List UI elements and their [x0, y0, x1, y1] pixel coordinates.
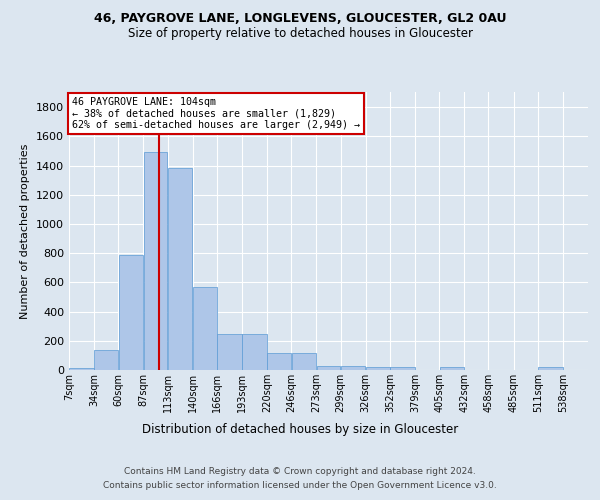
Bar: [268, 353, 291, 370]
Bar: [217, 334, 242, 370]
Bar: [168, 168, 193, 370]
Text: Size of property relative to detached houses in Gloucester: Size of property relative to detached ho…: [128, 28, 473, 40]
Text: Distribution of detached houses by size in Gloucester: Distribution of detached houses by size …: [142, 422, 458, 436]
Bar: [119, 254, 143, 370]
Text: Contains public sector information licensed under the Open Government Licence v3: Contains public sector information licen…: [103, 481, 497, 490]
Bar: [341, 366, 365, 370]
Bar: [366, 367, 389, 370]
Bar: [242, 334, 267, 370]
Bar: [144, 152, 167, 370]
Bar: [317, 366, 340, 370]
Bar: [390, 367, 415, 370]
Text: Contains HM Land Registry data © Crown copyright and database right 2024.: Contains HM Land Registry data © Crown c…: [124, 468, 476, 476]
Bar: [292, 353, 316, 370]
Bar: [538, 367, 563, 370]
Text: 46 PAYGROVE LANE: 104sqm
← 38% of detached houses are smaller (1,829)
62% of sem: 46 PAYGROVE LANE: 104sqm ← 38% of detach…: [72, 97, 360, 130]
Bar: [70, 368, 94, 370]
Y-axis label: Number of detached properties: Number of detached properties: [20, 144, 31, 319]
Text: 46, PAYGROVE LANE, LONGLEVENS, GLOUCESTER, GL2 0AU: 46, PAYGROVE LANE, LONGLEVENS, GLOUCESTE…: [94, 12, 506, 26]
Bar: [193, 286, 217, 370]
Bar: [94, 350, 118, 370]
Bar: [440, 367, 464, 370]
